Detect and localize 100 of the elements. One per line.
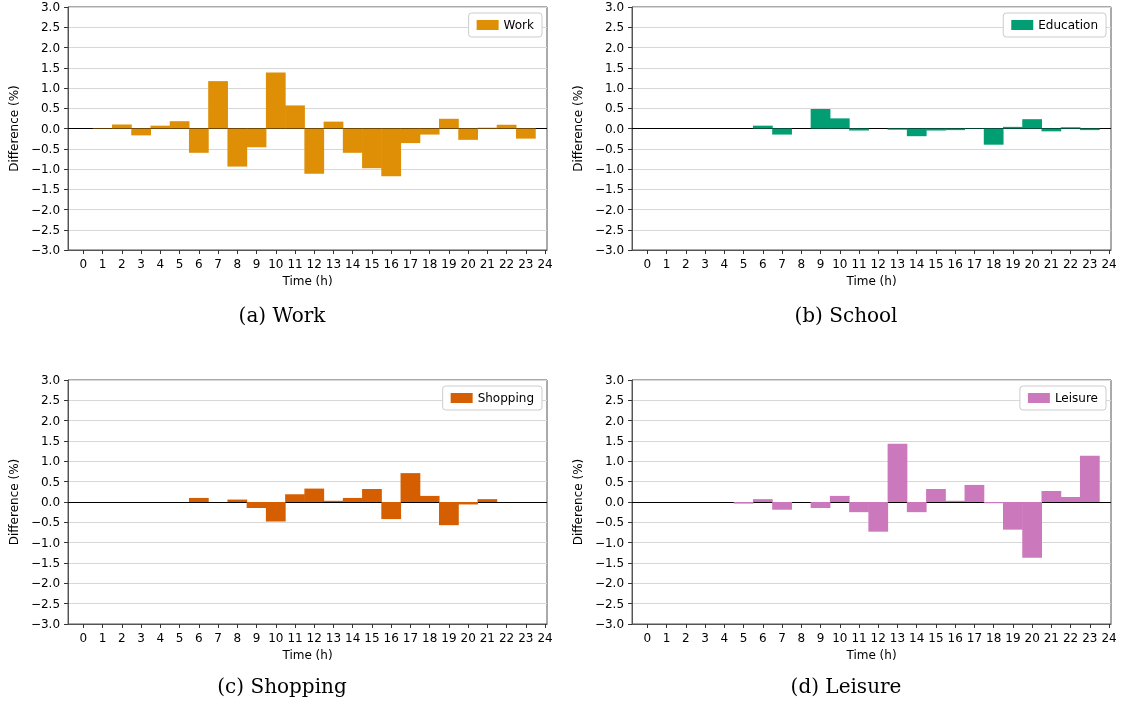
y-tick-label: 1.5	[40, 434, 61, 448]
x-tick-label: 20	[460, 257, 476, 271]
x-tick-label: 11	[851, 257, 867, 271]
x-tick-label: 4	[720, 257, 729, 271]
bar	[323, 121, 344, 129]
x-tick-label: 20	[1024, 257, 1040, 271]
y-tick-label: 2.5	[40, 20, 61, 35]
y-tick-label: 0.5	[604, 101, 625, 116]
legend-label: Leisure	[1054, 391, 1099, 405]
x-tick-label: 20	[1024, 631, 1040, 645]
y-tick-label: −0.5	[30, 141, 61, 156]
x-tick-label: 1	[98, 257, 107, 271]
y-tick-label: 3.0	[604, 0, 625, 14]
y-tick-label: 1.0	[604, 454, 625, 469]
x-tick-label: 18	[986, 257, 1002, 271]
x-tick-label: 22	[498, 631, 515, 645]
y-tick-label: −1.0	[594, 535, 625, 550]
x-tick-label: 2	[682, 257, 690, 271]
x-tick-label: 23	[518, 631, 534, 645]
x-tick-label: 4	[156, 631, 165, 645]
x-tick-label: 8	[233, 631, 242, 645]
x-tick-label: 5	[175, 257, 184, 271]
x-tick-label: 16	[947, 631, 963, 645]
x-tick-label: 13	[325, 257, 342, 271]
y-tick-label: 1.5	[604, 434, 625, 448]
x-tick-label: 11	[287, 257, 303, 271]
y-tick-label: 1.0	[604, 81, 625, 95]
x-tick-label: 2	[118, 257, 126, 271]
x-tick-label: 6	[195, 257, 203, 271]
x-tick-label: 10	[268, 631, 284, 645]
x-tick-label: 3	[137, 631, 145, 645]
y-tick-label: −1.5	[594, 556, 625, 570]
x-tick-label: 7	[778, 631, 786, 645]
x-tick-label: 21	[1043, 257, 1060, 271]
x-tick-label: 21	[479, 631, 496, 645]
y-tick-label: −1.5	[30, 556, 61, 570]
x-tick-label: 7	[214, 257, 222, 271]
x-axis-title: Time (h)	[281, 273, 333, 288]
x-tick-label: 24	[537, 631, 553, 645]
x-tick-label: 4	[156, 257, 165, 271]
x-tick-label: 15	[364, 257, 380, 271]
x-axis-title: Time (h)	[845, 273, 897, 288]
legend-label: Shopping	[477, 391, 534, 405]
x-tick-label: 22	[1062, 257, 1079, 271]
x-tick-label: 6	[759, 631, 767, 645]
y-tick-label: −1.0	[594, 162, 625, 176]
x-tick-label: 13	[325, 631, 342, 645]
x-tick-label: 14	[909, 631, 925, 645]
x-tick-label: 13	[889, 257, 906, 271]
y-tick-label: −2.0	[30, 202, 61, 217]
y-tick-label: 2.0	[40, 413, 61, 428]
y-tick-label: 1.0	[40, 81, 61, 95]
x-tick-label: 9	[252, 631, 261, 645]
bar	[887, 443, 908, 502]
y-tick-label: 0.0	[40, 121, 61, 136]
x-tick-label: 22	[498, 257, 515, 271]
bar	[810, 502, 831, 509]
text: (b) School	[794, 303, 898, 327]
x-tick-label: 0	[79, 257, 88, 271]
x-tick-label: 16	[947, 257, 963, 271]
x-tick-label: 10	[832, 257, 848, 271]
y-tick-label: 3.0	[40, 373, 61, 387]
legend-label: Education	[1038, 18, 1099, 32]
y-tick-label: −1.5	[30, 182, 61, 197]
x-tick-label: 10	[268, 257, 284, 271]
x-tick-label: 22	[1062, 631, 1079, 645]
x-tick-label: 8	[233, 257, 242, 271]
y-tick-label: −3.0	[30, 243, 61, 257]
x-axis-title: Time (h)	[281, 647, 333, 662]
x-tick-label: 14	[345, 257, 361, 271]
y-tick-label: −2.5	[594, 222, 625, 237]
x-tick-label: 13	[889, 631, 906, 645]
y-tick-label: −2.5	[594, 596, 625, 611]
y-tick-label: −2.0	[30, 576, 61, 591]
y-tick-label: 3.0	[40, 0, 61, 14]
x-tick-label: 23	[518, 257, 534, 271]
x-tick-label: 15	[364, 631, 380, 645]
x-tick-label: 11	[287, 631, 303, 645]
x-tick-label: 19	[441, 631, 457, 645]
x-tick-label: 21	[479, 257, 496, 271]
y-tick-label: 3.0	[604, 373, 625, 387]
x-tick-label: 9	[252, 257, 261, 271]
x-tick-label: 19	[1005, 257, 1021, 271]
x-tick-label: 6	[759, 257, 767, 271]
x-tick-label: 8	[797, 631, 806, 645]
y-tick-label: 0.0	[40, 495, 61, 509]
x-tick-label: 19	[441, 257, 457, 271]
x-tick-label: 5	[739, 631, 748, 645]
x-tick-label: 0	[643, 257, 652, 271]
x-tick-label: 8	[797, 257, 806, 271]
x-tick-label: 12	[306, 631, 322, 645]
x-tick-label: 23	[1082, 257, 1098, 271]
x-tick-label: 2	[118, 631, 126, 645]
y-tick-label: 0.5	[604, 474, 625, 489]
y-tick-label: 0.0	[604, 495, 625, 509]
y-axis-title: Difference (%)	[7, 458, 21, 546]
y-tick-label: 2.5	[604, 393, 625, 408]
y-tick-label: −0.5	[594, 141, 625, 156]
legend-label: Work	[503, 18, 535, 32]
x-tick-label: 5	[175, 631, 184, 645]
